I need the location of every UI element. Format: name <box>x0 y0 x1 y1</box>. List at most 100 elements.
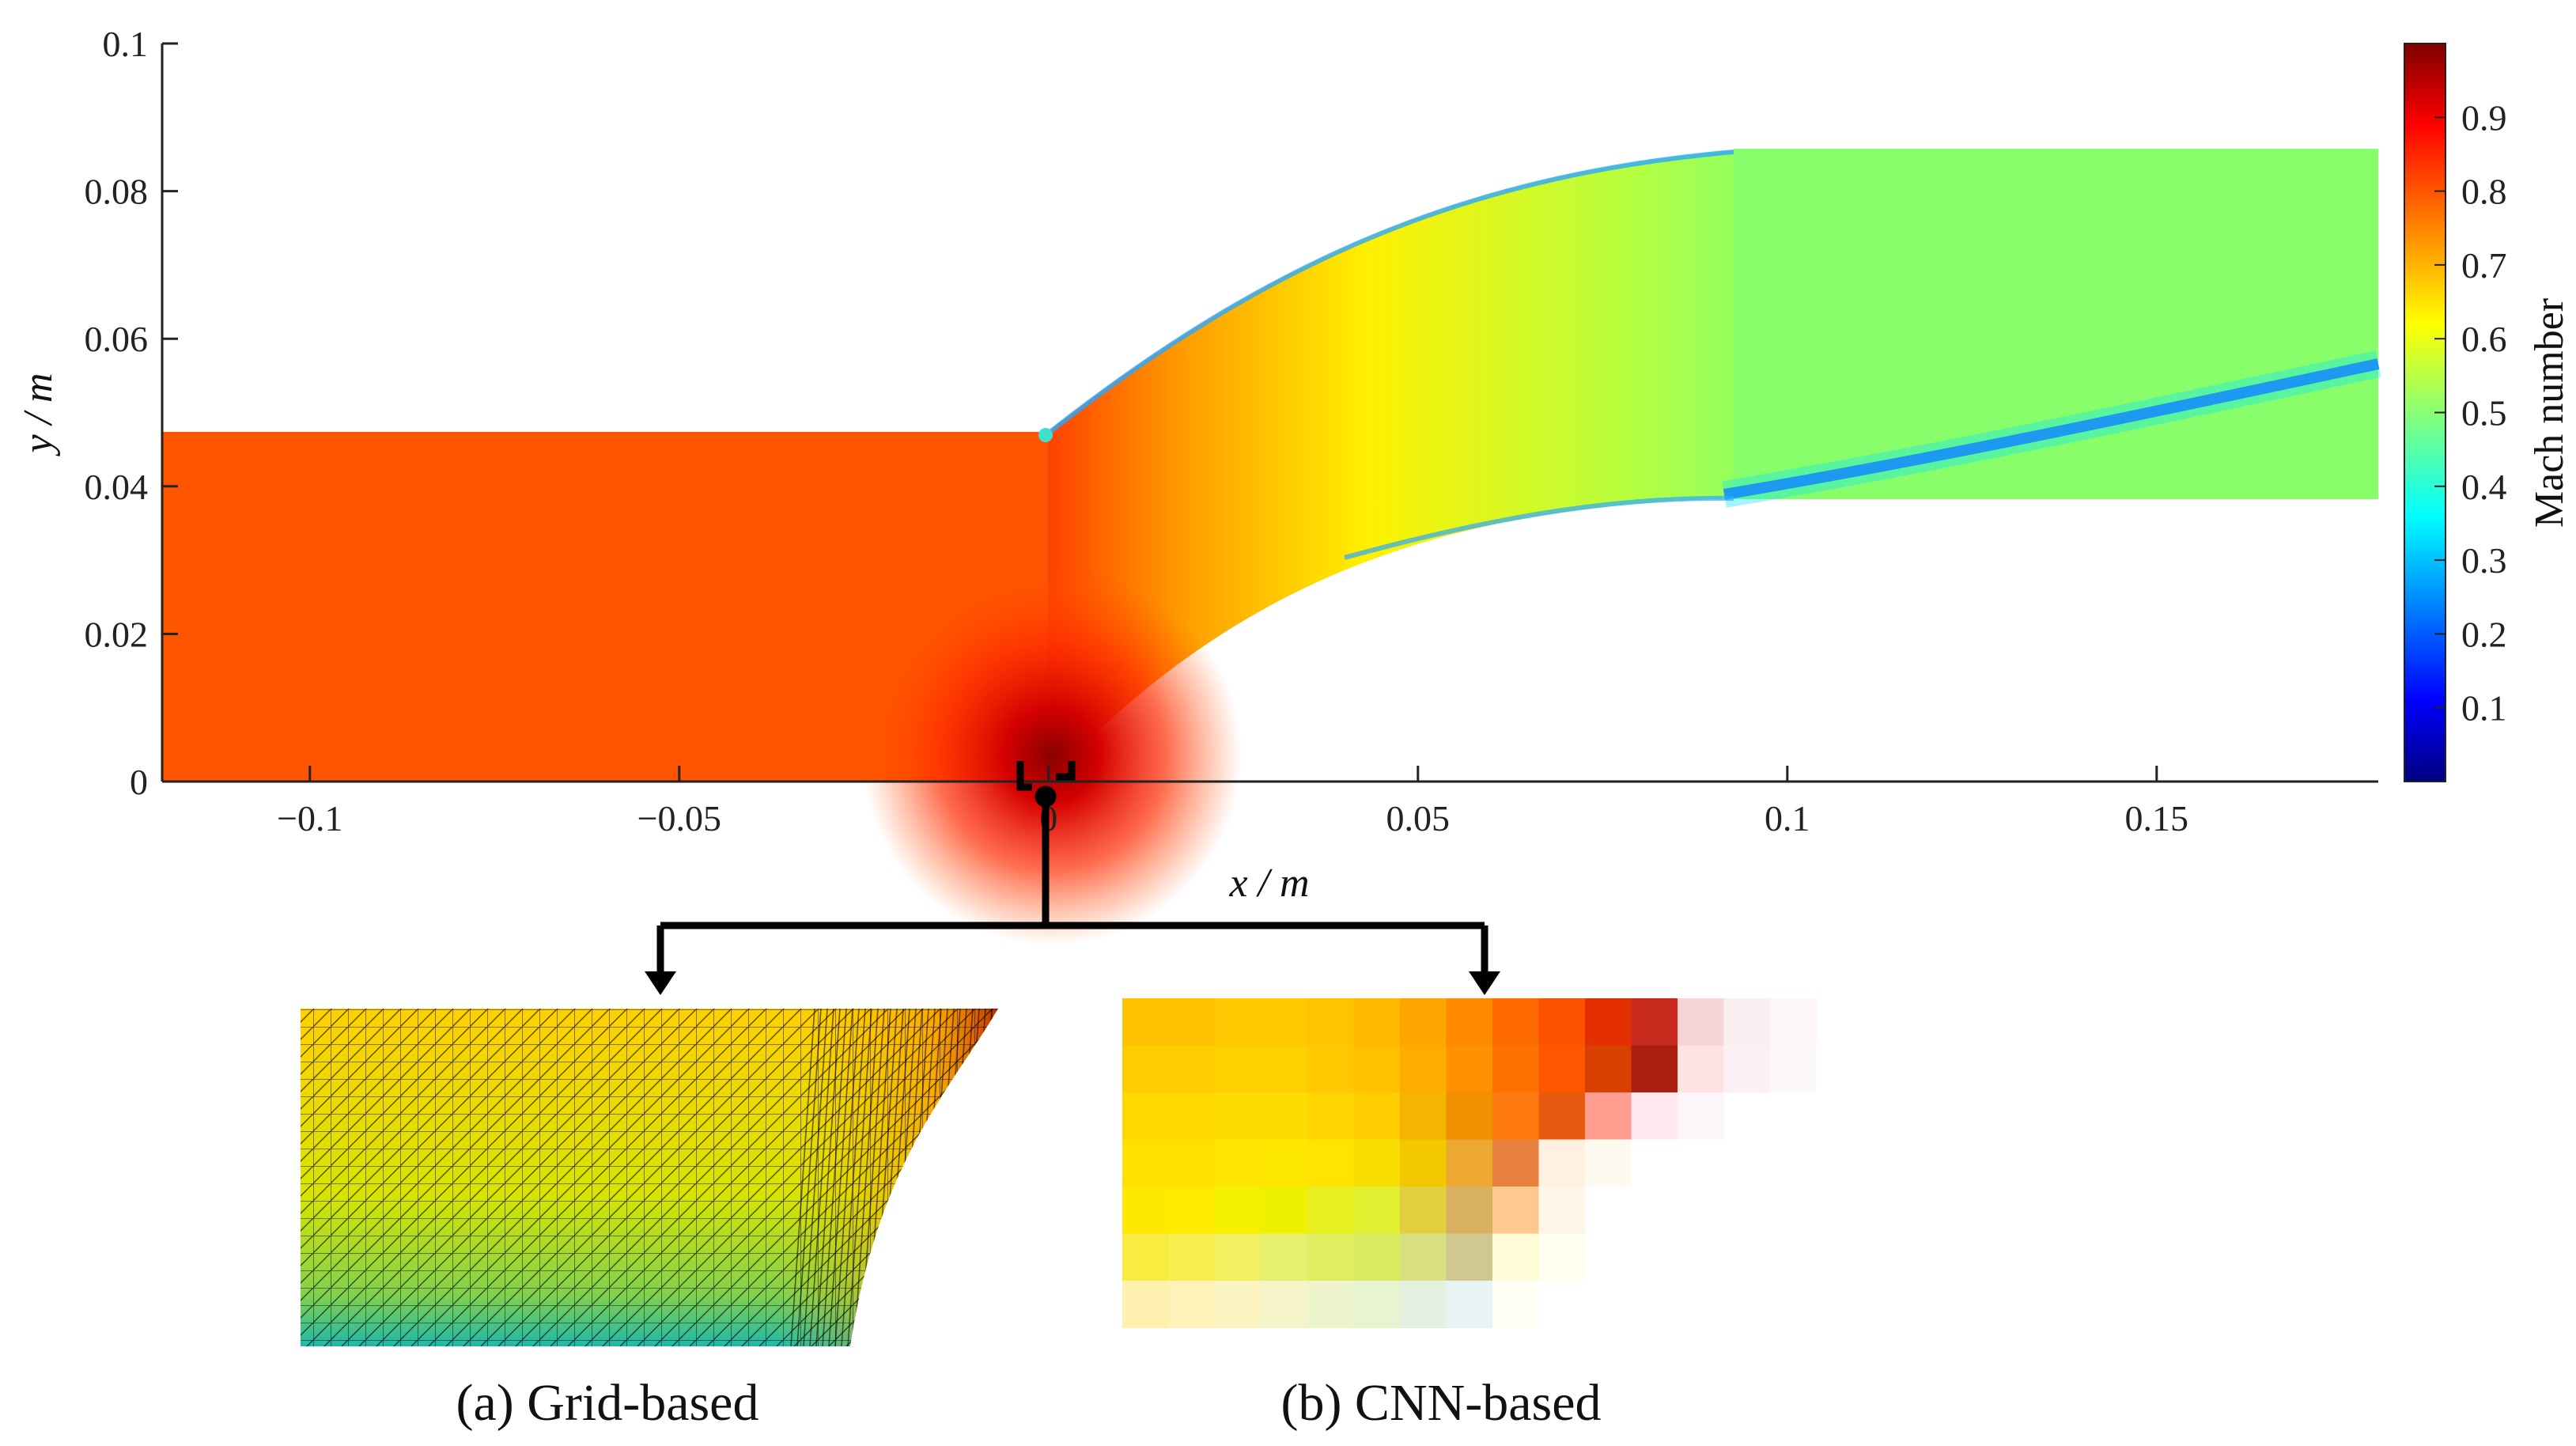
cnn-pixel <box>1631 1233 1678 1281</box>
cnn-pixel <box>1261 1187 1308 1234</box>
y-ticks: 0 0.02 0.04 0.06 0.08 0.1 <box>85 24 178 802</box>
cnn-pixel <box>1678 998 1724 1046</box>
cnn-pixel <box>1353 1281 1401 1328</box>
cnn-pixel <box>1215 1281 1262 1328</box>
cnn-pixel <box>1400 1092 1447 1140</box>
mesh-line <box>803 1009 828 1346</box>
cnn-pixel <box>1261 1139 1308 1187</box>
mesh-line <box>815 1009 841 1346</box>
mesh-line <box>822 1009 847 1346</box>
x-axis-title: x / m <box>1228 861 1309 906</box>
arrow-left-head <box>645 971 676 995</box>
cnn-pixel <box>1631 1139 1678 1187</box>
cnn-pixel <box>1538 1092 1586 1140</box>
mesh-line <box>847 1009 872 1346</box>
cnn-pixel <box>1585 1281 1632 1328</box>
cnn-pixel <box>1816 1139 1863 1187</box>
cnn-pixel <box>1770 1139 1817 1187</box>
cnn-pixel <box>1538 998 1586 1046</box>
colorbar-tick-label: 0.6 <box>2461 319 2507 359</box>
cnn-pixel <box>1585 1092 1632 1140</box>
cnn-pixel <box>1538 1281 1586 1328</box>
cnn-pixel <box>1585 1187 1632 1234</box>
cnn-pixel <box>1400 998 1447 1046</box>
cnn-pixel <box>1631 1281 1678 1328</box>
cnn-pixel <box>1816 1233 1863 1281</box>
cnn-pixel <box>1446 1233 1493 1281</box>
inset-cnn-based <box>1122 998 1863 1328</box>
cnn-pixel <box>1122 998 1169 1046</box>
cnn-pixel <box>1400 1139 1447 1187</box>
cnn-pixel <box>1261 1045 1308 1093</box>
cnn-pixel <box>1723 1281 1771 1328</box>
cnn-pixel <box>1168 998 1216 1046</box>
y-tick-label: 0.08 <box>85 172 149 212</box>
cnn-pixel <box>1122 1281 1169 1328</box>
cnn-pixel <box>1678 1281 1724 1328</box>
cnn-pixel <box>1678 1092 1724 1140</box>
cnn-pixel <box>1215 1139 1262 1187</box>
cnn-pixel <box>1400 1281 1447 1328</box>
caption-grid-based: (a) Grid-based <box>456 1374 759 1432</box>
cnn-pixel <box>1678 1187 1724 1234</box>
cnn-pixel <box>1353 1139 1401 1187</box>
x-ticks: −0.1 −0.05 0 0.05 0.1 0.15 <box>277 766 2188 838</box>
cnn-pixel <box>1492 1092 1539 1140</box>
cnn-pixel <box>1678 1139 1724 1187</box>
cnn-pixel <box>1353 998 1401 1046</box>
cnn-pixel <box>1215 1233 1262 1281</box>
cnn-pixel <box>1723 1233 1771 1281</box>
cnn-pixel <box>1770 1281 1817 1328</box>
y-tick-label: 0.02 <box>85 614 149 654</box>
cnn-pixel <box>1122 1045 1169 1093</box>
cnn-pixel <box>1446 1139 1493 1187</box>
cnn-pixel <box>1122 1092 1169 1140</box>
cnn-pixel <box>1770 1045 1817 1093</box>
x-tick-label: −0.05 <box>637 798 721 838</box>
cnn-pixel <box>1400 1233 1447 1281</box>
cnn-pixel <box>1261 1281 1308 1328</box>
cnn-pixel <box>1168 1233 1216 1281</box>
upper-boundary-layer <box>1046 150 1734 436</box>
cnn-pixel <box>1446 1187 1493 1234</box>
cnn-pixel <box>1723 1045 1771 1093</box>
mesh-line <box>809 1009 834 1346</box>
mesh-line <box>828 1009 853 1346</box>
cnn-pixel <box>1538 1045 1586 1093</box>
colorbar-tick-label: 0.4 <box>2461 467 2507 507</box>
cnn-pixel <box>1353 1092 1401 1140</box>
caption-cnn-based: (b) CNN-based <box>1280 1374 1601 1432</box>
zoom-annotation <box>645 761 1500 995</box>
outlet-region <box>1734 149 2378 499</box>
mesh-line <box>974 1009 998 1346</box>
wake-halo <box>1722 350 2381 508</box>
cnn-pixel <box>1307 1092 1354 1140</box>
cnn-pixel <box>1585 1045 1632 1093</box>
zoom-bracket-left <box>1016 761 1032 791</box>
cnn-pixel <box>1816 1092 1863 1140</box>
cnn-pixel <box>1446 1092 1493 1140</box>
colorbar-tick-label: 0.8 <box>2461 172 2507 212</box>
cnn-pixel <box>1307 1045 1354 1093</box>
stagnation-point <box>1038 428 1053 442</box>
cnn-pixel <box>1492 1045 1539 1093</box>
cnn-pixel <box>1816 1187 1863 1234</box>
mesh-line <box>841 1009 866 1346</box>
cnn-pixel <box>1122 1139 1169 1187</box>
colorbar-tick-label: 0.5 <box>2461 393 2507 433</box>
mesh-line <box>790 1009 815 1346</box>
cnn-pixel <box>1261 1092 1308 1140</box>
colorbar-tick-label: 0.2 <box>2461 614 2507 654</box>
cnn-pixel <box>1538 1233 1586 1281</box>
cnn-pixel <box>1723 998 1771 1046</box>
x-tick-label: 0.05 <box>1386 798 1451 838</box>
x-tick-label: 0.1 <box>1765 798 1810 838</box>
colorbar-tick-label: 0.9 <box>2461 97 2507 138</box>
cnn-pixel <box>1122 1233 1169 1281</box>
cnn-pixel <box>1400 1045 1447 1093</box>
cnn-pixel <box>1353 1045 1401 1093</box>
y-tick-label: 0.04 <box>85 467 149 507</box>
cnn-pixel <box>1446 1281 1493 1328</box>
cnn-pixel <box>1168 1139 1216 1187</box>
